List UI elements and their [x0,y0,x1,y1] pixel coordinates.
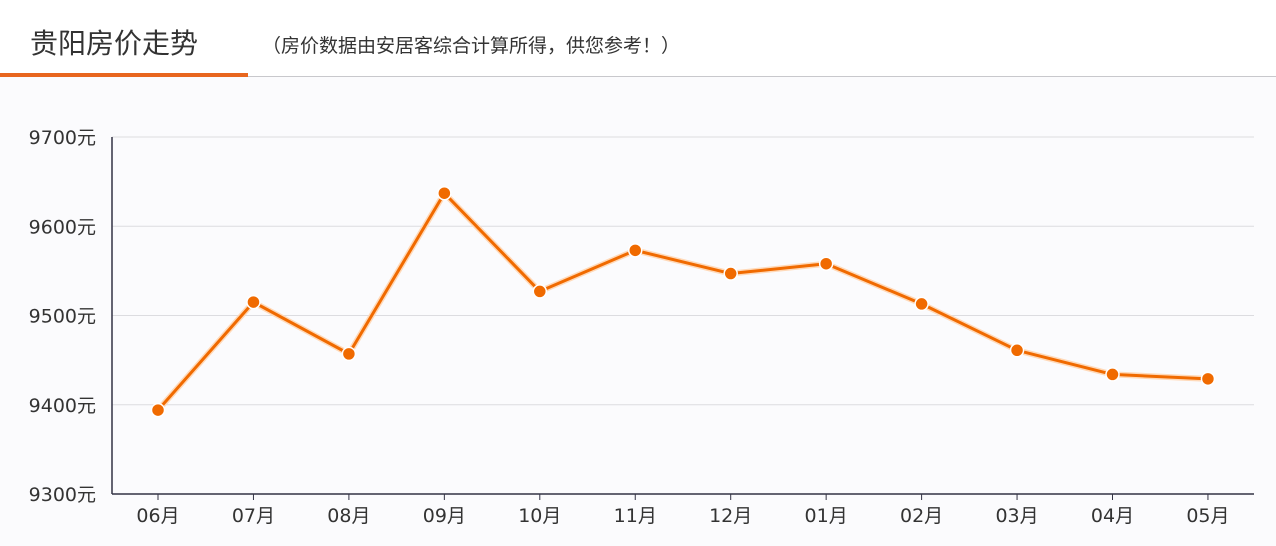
y-tick-label: 9400元 [29,395,96,417]
x-tick-label: 08月 [327,505,370,527]
data-point [723,266,738,281]
x-tick-label: 06月 [136,505,179,527]
x-tick-label: 04月 [1091,505,1134,527]
x-tick-label: 11月 [614,505,657,527]
data-point [1105,367,1120,382]
data-point [437,185,452,201]
data-point [532,284,548,299]
x-tick-label: 01月 [805,505,848,527]
page-title: 贵阳房价走势 [30,27,199,60]
header: 贵阳房价走势 （房价数据由安居客综合计算所得，供您参考！） [0,0,1276,77]
data-point [628,243,643,258]
y-tick-label: 9600元 [29,216,96,238]
x-tick-label: 02月 [900,505,943,527]
x-tick-label: 03月 [995,505,1038,527]
y-tick-label: 9700元 [29,127,96,149]
series-line [156,191,1209,412]
data-point [914,296,929,312]
active-tab-underline [0,73,248,77]
x-tick-label: 07月 [232,505,275,527]
subtitle: （房价数据由安居客综合计算所得，供您参考！） [262,35,681,57]
x-tick-label: 10月 [518,505,561,527]
data-point [1200,371,1216,387]
x-tick-label: 05月 [1186,505,1229,527]
y-tick-label: 9300元 [29,484,96,506]
data-point [246,294,261,310]
data-point [818,256,834,271]
data-point [150,402,166,418]
data-point [1009,343,1025,358]
data-point [341,346,357,362]
x-tick-label: 09月 [423,505,466,527]
y-tick-label: 9500元 [29,306,96,328]
x-tick-label: 12月 [709,505,752,527]
